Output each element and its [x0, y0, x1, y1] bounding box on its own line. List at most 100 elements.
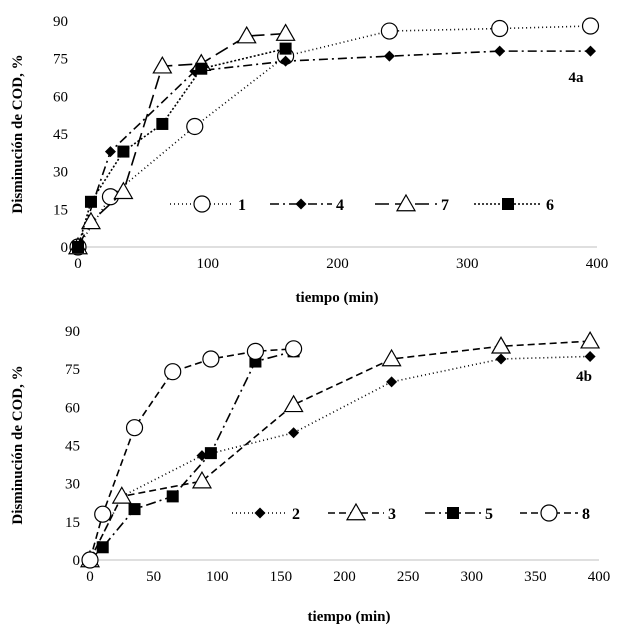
data-point	[84, 195, 97, 208]
data-point	[279, 42, 292, 55]
data-point	[383, 50, 395, 62]
legend-marker	[254, 507, 266, 519]
data-point	[164, 363, 182, 381]
y-tick-label: 75	[53, 52, 68, 68]
series-3	[79, 330, 601, 568]
legend-label: 3	[388, 506, 396, 523]
series-5	[84, 345, 300, 566]
x-tick-label: 200	[333, 569, 356, 585]
data-point	[249, 355, 262, 368]
x-tick-label: 150	[270, 569, 293, 585]
data-point	[111, 486, 132, 504]
data-point	[156, 117, 169, 130]
data-point	[202, 350, 220, 368]
y-tick-label: 90	[65, 324, 80, 340]
chart-panel-4a: 0 15 30 45 60 75 90 0 100 200 300 400 tiempo (min) Di…	[10, 14, 608, 306]
y-tick-label: 45	[53, 127, 68, 143]
x-tick-label: 200	[326, 256, 349, 272]
x-tick-label: 100	[197, 256, 220, 272]
data-point	[81, 551, 99, 569]
data-point	[285, 340, 303, 358]
data-point	[283, 394, 304, 413]
data-point	[246, 342, 265, 360]
legend-marker	[193, 195, 211, 213]
data-point	[72, 241, 84, 253]
data-point	[80, 211, 102, 230]
x-tick-label: 0	[86, 569, 94, 585]
y-tick-label: 15	[53, 202, 68, 218]
data-point	[166, 490, 179, 503]
legend-marker	[345, 502, 367, 521]
x-tick-label: 300	[456, 256, 479, 272]
panel-label: 4a	[569, 70, 585, 86]
legend-marker	[540, 504, 558, 522]
legend-item-2: 2	[232, 506, 300, 523]
y-tick-label: 60	[53, 89, 68, 105]
data-point	[191, 470, 213, 489]
data-point	[94, 505, 112, 523]
data-point	[152, 55, 173, 74]
data-point	[495, 353, 507, 365]
data-point	[288, 427, 300, 439]
x-tick-label: 350	[524, 569, 547, 585]
x-tick-label: 0	[74, 256, 82, 272]
chart-panel-4b: 0 15 30 45 60 75 90 0 50 100 150 200 250 300 350 400 tie…	[10, 324, 610, 625]
data-point	[125, 419, 144, 437]
data-point	[494, 45, 506, 57]
data-point	[236, 25, 257, 44]
y-axis-title: Disminución de COD, %	[10, 54, 26, 213]
series-line	[89, 355, 591, 561]
y-tick-label: 75	[65, 362, 80, 378]
legend-label: 6	[546, 197, 554, 214]
series-line	[77, 32, 286, 248]
data-point	[381, 348, 402, 367]
y-tick-label: 60	[65, 400, 80, 416]
legend-item-8: 8	[520, 504, 590, 523]
y-tick-label: 90	[53, 14, 68, 30]
data-point	[113, 181, 134, 200]
legend-item-3: 3	[328, 502, 396, 523]
x-axis-title: tiempo (min)	[296, 290, 379, 306]
data-point	[186, 117, 204, 136]
series-line	[77, 47, 286, 248]
y-axis-title: Disminución de COD, %	[10, 365, 26, 524]
data-point	[380, 22, 398, 40]
data-point	[585, 45, 597, 57]
y-tick-label: 30	[53, 165, 68, 181]
legend-label: 2	[292, 506, 300, 523]
legend-item-6: 6	[474, 197, 554, 214]
data-point	[584, 350, 596, 362]
data-point	[386, 376, 398, 388]
x-tick-label: 400	[588, 569, 611, 585]
legend-marker	[447, 507, 459, 519]
series-4	[72, 45, 597, 253]
data-point	[196, 450, 208, 462]
data-point	[275, 23, 296, 41]
legend-label: 5	[485, 506, 493, 523]
legend-label: 8	[582, 506, 590, 523]
series-6	[72, 42, 292, 253]
y-tick-label: 30	[65, 477, 80, 493]
series-line	[77, 25, 591, 248]
data-point	[580, 330, 601, 349]
legend-marker	[395, 193, 417, 212]
y-tick-label: 45	[65, 439, 80, 455]
legend-label: 1	[238, 197, 246, 214]
data-point	[96, 541, 109, 554]
legend-item-4: 4	[270, 197, 344, 214]
data-point	[104, 146, 116, 158]
series-8	[81, 340, 303, 569]
legend-item-7: 7	[375, 193, 449, 214]
series-1	[69, 17, 600, 256]
legend-item-5: 5	[425, 506, 493, 523]
panel-label: 4b	[576, 369, 592, 385]
x-tick-label: 300	[461, 569, 484, 585]
x-tick-label: 100	[206, 569, 229, 585]
data-point	[280, 55, 292, 67]
legend-label: 4	[336, 197, 344, 214]
data-point	[581, 17, 600, 35]
data-point	[195, 62, 208, 75]
x-axis-title: tiempo (min)	[308, 609, 391, 625]
legend-label: 7	[441, 197, 449, 214]
